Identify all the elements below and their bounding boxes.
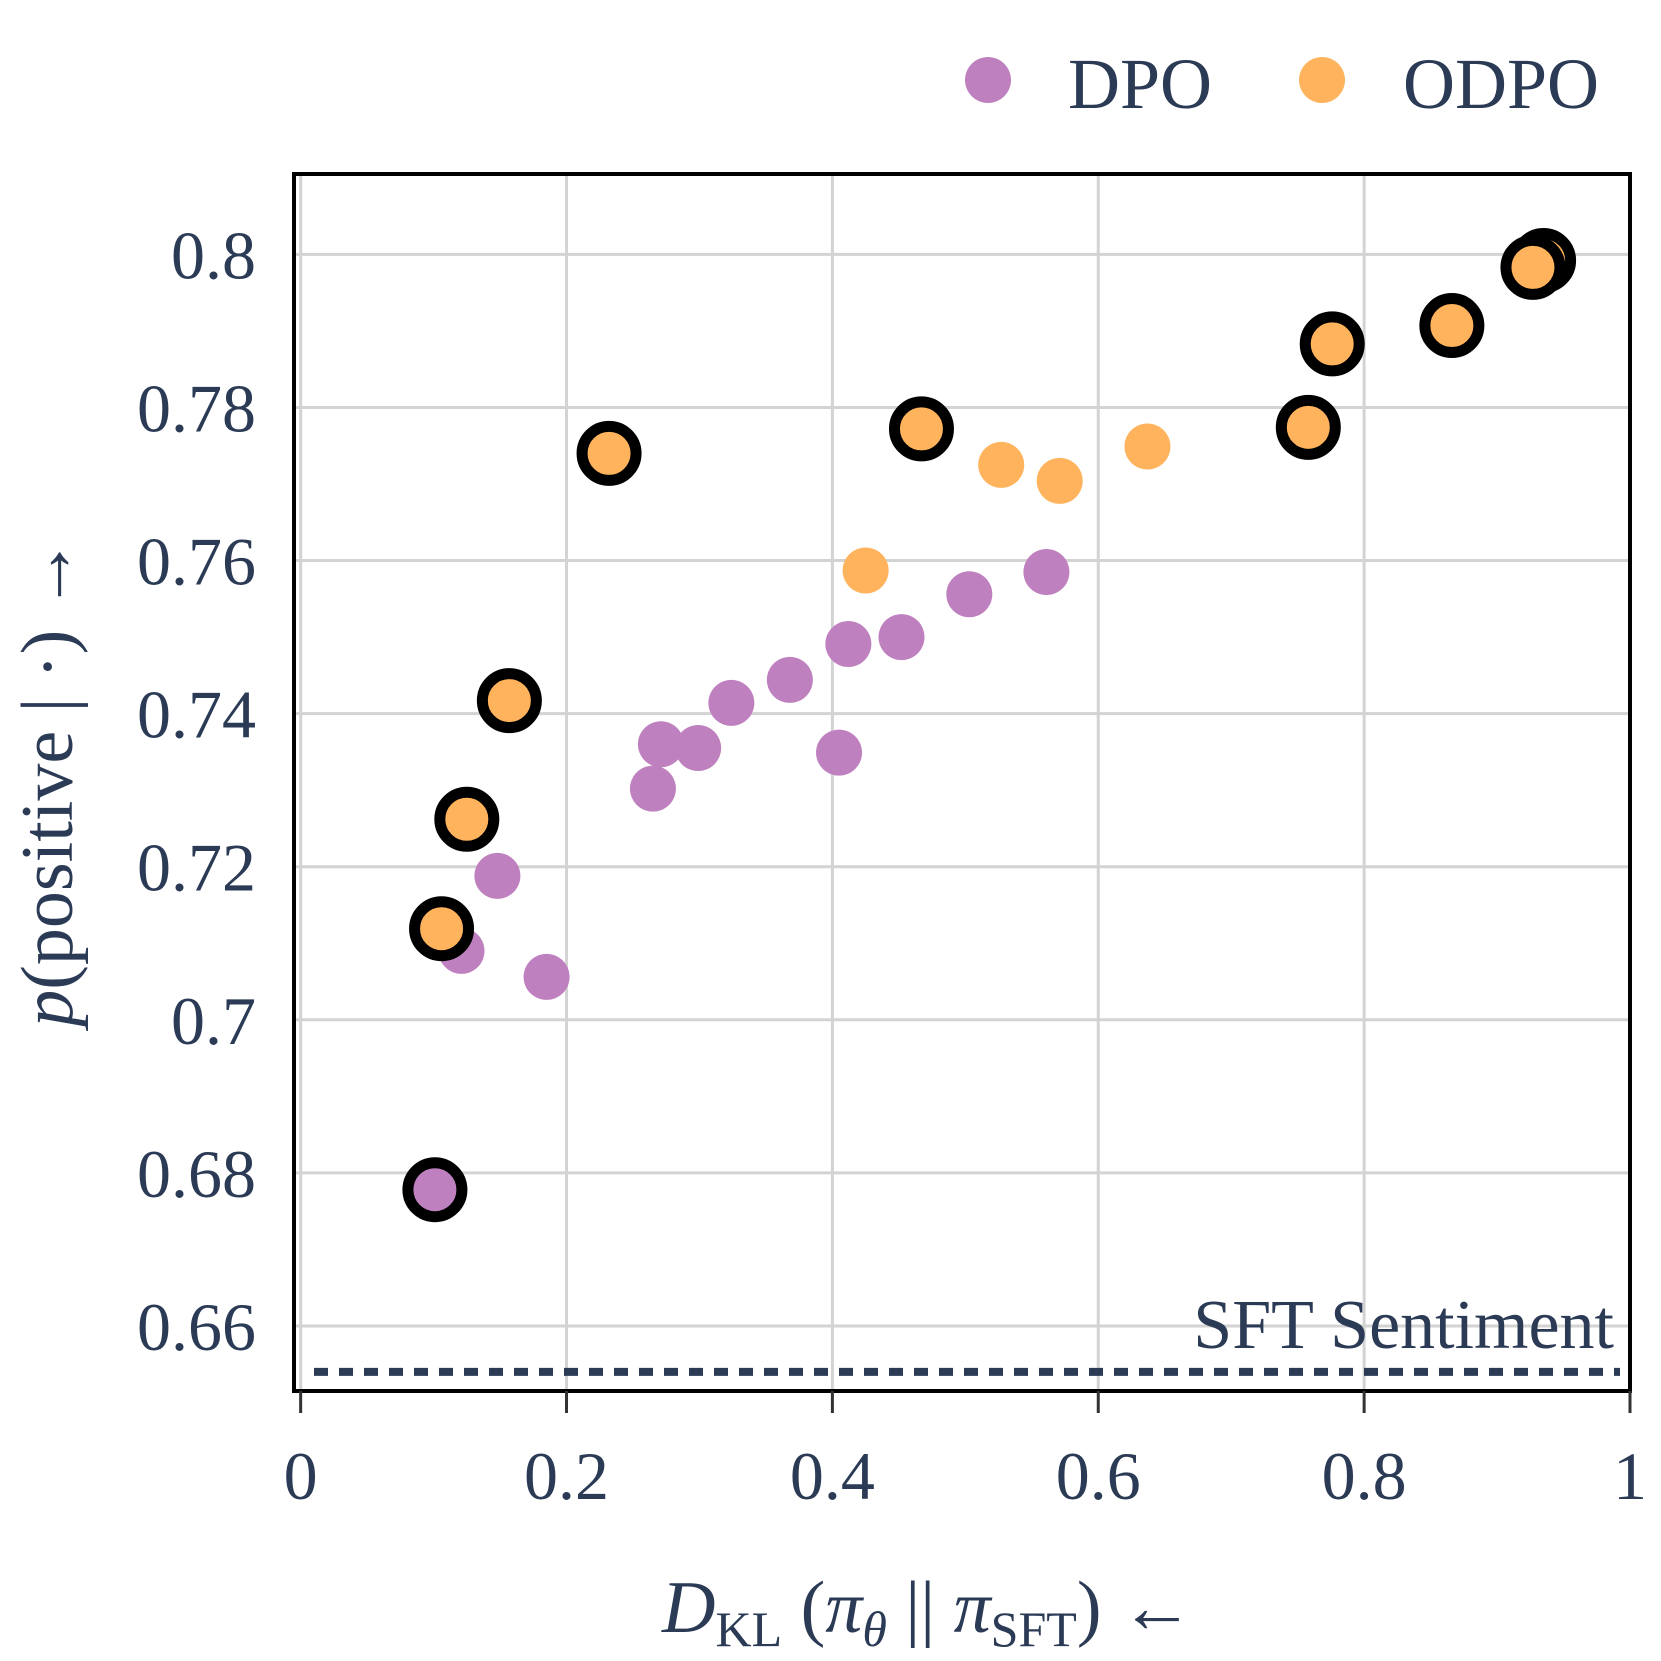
legend: DPO ODPO <box>965 44 1599 124</box>
data-points <box>402 227 1577 1223</box>
odpo-point-marker <box>978 441 1025 488</box>
odpo-point <box>888 396 954 462</box>
odpo-point <box>1419 293 1485 359</box>
dpo-point <box>474 852 521 899</box>
x-axis-ticks: 0 0.2 0.4 0.6 0.8 1 <box>284 1391 1647 1514</box>
odpo-point <box>576 420 642 486</box>
y-tick-label: 0.74 <box>137 677 256 753</box>
grid-lines <box>294 174 1632 1391</box>
legend-label-odpo: ODPO <box>1403 44 1599 124</box>
dpo-point <box>1023 549 1070 596</box>
legend-label-dpo: DPO <box>1068 44 1212 124</box>
dpo-point <box>878 614 925 661</box>
y-tick-label: 0.76 <box>137 524 256 600</box>
odpo-point <box>1275 394 1341 460</box>
x-tick-label: 0 <box>284 1438 318 1514</box>
odpo-point-highlight-ring <box>1299 311 1365 377</box>
x-tick-label: 0.8 <box>1322 1438 1407 1514</box>
dpo-point <box>402 1157 468 1223</box>
y-tick-label: 0.7 <box>171 983 256 1059</box>
odpo-point-marker <box>842 547 889 594</box>
dpo-point <box>708 679 755 726</box>
odpo-point-highlight-ring <box>1275 394 1341 460</box>
odpo-point-marker <box>1124 423 1171 470</box>
odpo-point <box>1036 457 1083 504</box>
plot-frame <box>292 172 1632 1393</box>
odpo-point <box>1299 311 1365 377</box>
dpo-point-highlight-ring <box>402 1157 468 1223</box>
dpo-point <box>675 725 722 772</box>
dpo-point-marker <box>766 656 813 703</box>
x-tick-label: 1 <box>1613 1438 1647 1514</box>
y-axis-ticks: 0.66 0.68 0.7 0.72 0.74 0.76 0.78 0.8 <box>137 217 256 1365</box>
dpo-point <box>946 571 993 618</box>
dpo-point-marker <box>474 852 521 899</box>
odpo-point-highlight-ring <box>1500 234 1566 300</box>
odpo-point-highlight-ring <box>576 420 642 486</box>
x-tick-label: 0.6 <box>1056 1438 1141 1514</box>
y-tick-label: 0.8 <box>171 217 256 293</box>
dpo-point <box>629 765 676 812</box>
dpo-point <box>825 620 872 667</box>
odpo-point <box>1500 234 1566 300</box>
y-axis-title: p(positive | ·) → <box>7 537 89 1032</box>
odpo-point-highlight-ring <box>1419 293 1485 359</box>
x-tick-label: 0.2 <box>524 1438 609 1514</box>
legend-marker-odpo <box>1299 57 1345 103</box>
y-tick-label: 0.72 <box>137 830 256 906</box>
y-tick-label: 0.68 <box>137 1136 256 1212</box>
dpo-point <box>523 953 570 1000</box>
dpo-point-marker <box>1023 549 1070 596</box>
dpo-point-marker <box>878 614 925 661</box>
odpo-point <box>476 668 542 734</box>
dpo-point <box>816 729 863 776</box>
dpo-point-marker <box>675 725 722 772</box>
dpo-point-marker <box>629 765 676 812</box>
odpo-point <box>842 547 889 594</box>
legend-marker-dpo <box>965 57 1011 103</box>
odpo-point-highlight-ring <box>476 668 542 734</box>
dpo-point-marker <box>708 679 755 726</box>
dpo-point <box>766 656 813 703</box>
odpo-point-highlight-ring <box>409 896 475 962</box>
x-axis-title: DKL (πθ || πSFT) ← <box>661 1567 1194 1657</box>
dpo-point-marker <box>946 571 993 618</box>
y-tick-label: 0.78 <box>137 370 256 446</box>
dpo-point-marker <box>825 620 872 667</box>
x-tick-label: 0.4 <box>790 1438 875 1514</box>
odpo-point <box>434 786 500 852</box>
odpo-point <box>409 896 475 962</box>
sft-sentiment-label: SFT Sentiment <box>1193 1287 1614 1364</box>
dpo-point <box>637 721 684 768</box>
odpo-point <box>978 441 1025 488</box>
odpo-point-highlight-ring <box>434 786 500 852</box>
dpo-point-marker <box>637 721 684 768</box>
odpo-point <box>1124 423 1171 470</box>
odpo-point-marker <box>1036 457 1083 504</box>
dpo-point-marker <box>816 729 863 776</box>
dpo-point-marker <box>523 953 570 1000</box>
odpo-point-highlight-ring <box>888 396 954 462</box>
y-tick-label: 0.66 <box>137 1289 256 1365</box>
